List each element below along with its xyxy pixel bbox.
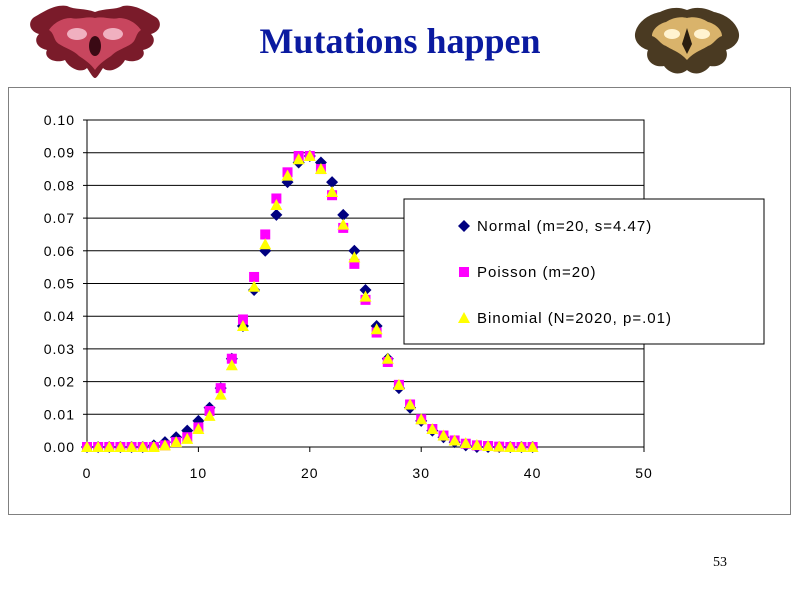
x-axis: 0 10 20 30 40 50 [83,447,653,481]
data-point-diamond [348,244,361,257]
data-point-triangle [170,436,183,448]
y-tick-label: 0.05 [44,276,75,292]
x-tick-label: 30 [412,465,430,481]
data-point-triangle [114,441,127,452]
data-point-triangle [270,199,283,211]
x-tick-label: 0 [83,465,92,481]
page-number: 53 [713,555,727,570]
data-point-triangle [103,441,116,452]
data-point-triangle [181,432,194,444]
data-point-triangle [292,153,305,165]
data-point-triangle [515,441,528,452]
x-tick-label: 50 [635,465,653,481]
y-tick-label: 0.04 [44,308,75,324]
data-point-triangle [448,434,461,446]
data-point-square [349,258,360,269]
legend-marker-square [459,267,469,277]
data-point-diamond [337,208,350,221]
data-point-square [249,271,260,282]
data-point-triangle [259,238,272,250]
legend-marker-diamond [458,220,470,232]
data-point-triangle [381,352,394,364]
y-tick-label: 0.02 [44,374,75,390]
legend-label: Normal (m=20, s=4.47) [477,218,652,235]
data-point-triangle [303,149,316,161]
data-point-triangle [248,280,261,292]
y-tick-label: 0.09 [44,145,75,161]
data-point-triangle [203,409,216,421]
data-point-square [271,193,282,204]
data-point-square [215,383,226,394]
data-point-triangle [225,359,238,371]
data-point-diamond [270,208,283,221]
data-point-triangle [125,441,138,452]
data-point-triangle [147,441,160,452]
legend: Normal (m=20, s=4.47) Poisson (m=20) Binom… [403,198,765,345]
y-tick-label: 0.00 [44,439,75,455]
data-point-triangle [504,441,517,452]
data-point-triangle [337,218,350,230]
y-tick-label: 0.08 [44,177,75,193]
data-point-triangle [214,388,227,400]
series-layer [81,149,539,453]
data-point-square [237,314,248,325]
data-point-triangle [281,169,294,181]
data-point-triangle [314,163,327,175]
data-point-triangle [158,439,171,451]
data-point-triangle [136,441,149,452]
data-point-diamond [359,284,372,297]
data-point-triangle [392,378,405,390]
data-point-triangle [92,441,105,452]
data-point-triangle [470,439,483,451]
data-point-triangle [459,437,472,449]
chart-frame: 0 10 20 30 40 50 0.00 0.01 0.02 0.03 0.04 0.05 0.06… [8,87,791,515]
x-tick-label: 40 [524,465,542,481]
y-tick-label: 0.06 [44,243,75,259]
y-tick-label: 0.07 [44,210,75,226]
data-point-square [226,353,237,364]
data-point-triangle [404,398,417,410]
legend-marker-triangle [458,312,470,323]
data-point-triangle [482,440,495,452]
data-point-triangle [526,441,539,452]
data-point-triangle [236,320,249,332]
y-tick-label: 0.10 [44,112,75,128]
slide-title: Mutations happen [259,21,541,61]
x-tick-label: 20 [301,465,319,481]
x-tick-label: 10 [190,465,208,481]
data-point-triangle [493,440,506,452]
data-point-diamond [326,176,339,189]
series-triangle [81,149,539,452]
data-point-triangle [370,323,383,335]
data-point-triangle [415,413,428,425]
mutation-distribution-chart: 0 10 20 30 40 50 0.00 0.01 0.02 0.03 0.04 0.05 0.06… [44,112,765,481]
y-axis: 0.00 0.01 0.02 0.03 0.04 0.05 0.06 0.07 0.08 0.09… [44,112,87,455]
legend-label: Binomial (N=2020, p=.01) [477,310,672,327]
data-point-diamond [314,156,327,169]
inkblot-red-icon [25,4,165,79]
inkblot-tan-icon [630,4,745,79]
y-tick-label: 0.01 [44,406,75,422]
data-point-square [260,229,271,240]
data-point-triangle [326,185,339,197]
data-point-triangle [359,290,372,302]
legend-label: Poisson (m=20) [477,264,596,281]
y-tick-label: 0.03 [44,341,75,357]
data-point-triangle [426,423,439,435]
data-point-triangle [192,423,205,435]
data-point-triangle [437,429,450,441]
data-point-triangle [81,441,93,452]
data-point-triangle [348,251,361,263]
